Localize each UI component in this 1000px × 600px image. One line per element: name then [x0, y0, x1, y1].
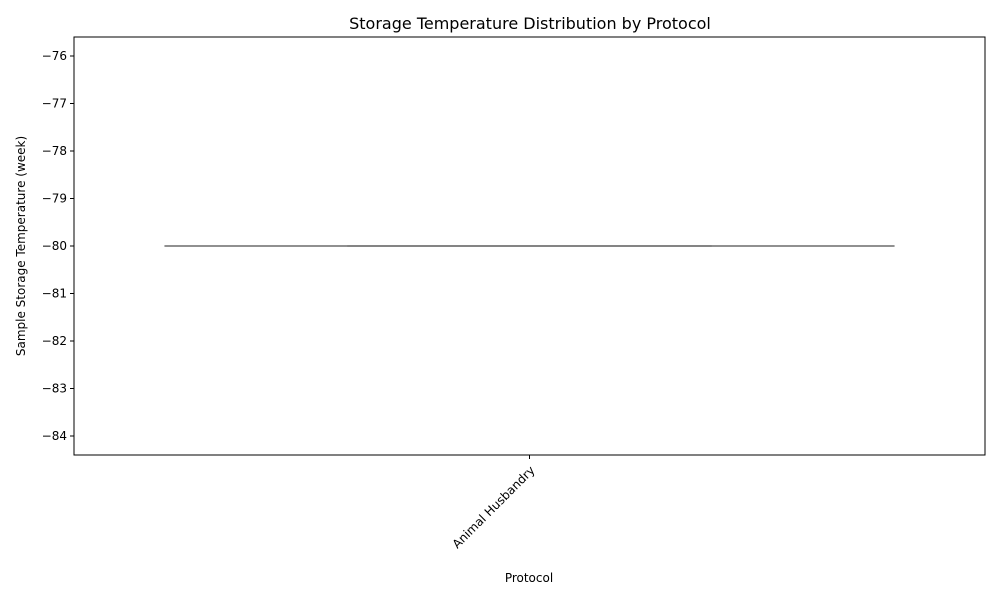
y-tick-label: −79: [42, 192, 67, 206]
y-tick-label: −83: [42, 382, 67, 396]
y-tick-label: −77: [42, 97, 67, 111]
y-tick-label: −80: [42, 239, 67, 253]
y-tick-label: −78: [42, 144, 67, 158]
x-tick-label: Animal Husbandry: [450, 463, 538, 551]
y-tick-label: −82: [42, 334, 67, 348]
y-tick-label: −81: [42, 287, 67, 301]
x-axis-label: Protocol: [505, 571, 553, 585]
x-axis: Animal Husbandry: [450, 455, 538, 551]
y-axis: −84 −83 −82 −81 −80 −79 −78 −77 −76: [42, 49, 74, 443]
chart-title: Storage Temperature Distribution by Prot…: [349, 14, 711, 33]
y-tick-label: −76: [42, 49, 67, 63]
y-axis-label: Sample Storage Temperature (week): [14, 136, 28, 356]
y-tick-label: −84: [42, 429, 67, 443]
